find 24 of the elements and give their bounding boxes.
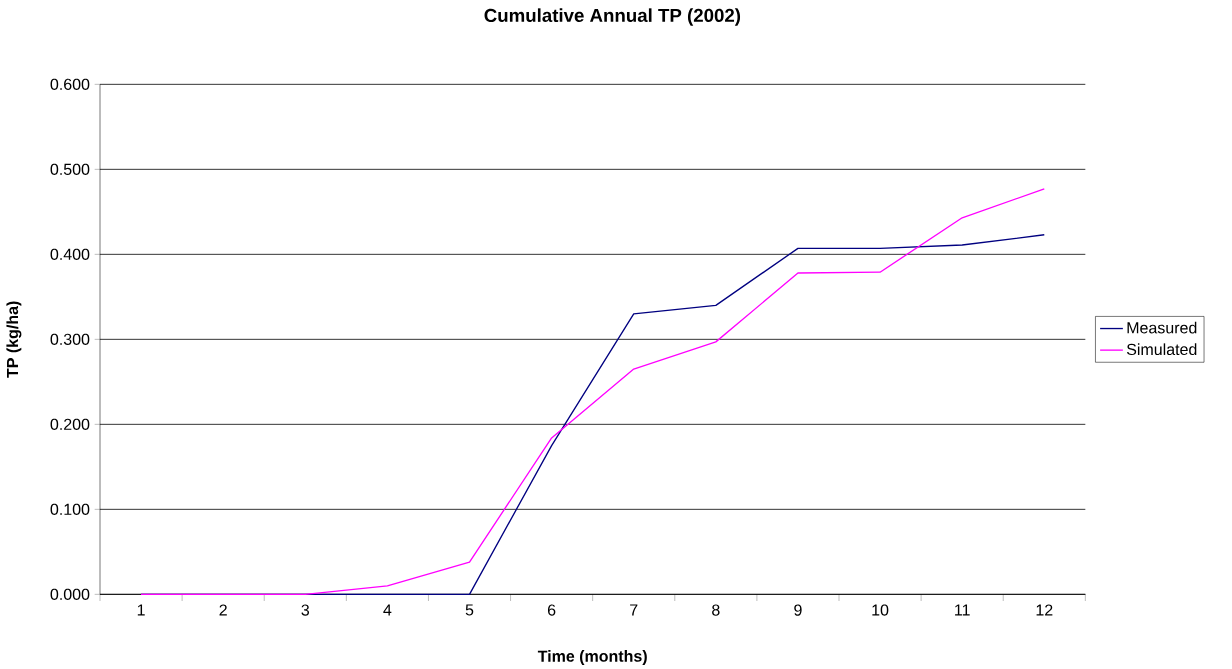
x-tick-label: 12 — [1036, 604, 1053, 616]
y-tick-label: 0.100 — [50, 503, 90, 515]
y-tick-label: 0.000 — [50, 588, 90, 600]
x-axis-title: Time (months) — [537, 650, 647, 665]
x-tick-label: 2 — [219, 604, 227, 616]
x-tick-label: 1 — [137, 604, 145, 616]
chart-title: Cumulative Annual TP (2002) — [484, 8, 741, 26]
x-tick-label: 6 — [547, 604, 556, 616]
x-tick-label: 9 — [794, 604, 802, 616]
x-tick-label: 4 — [383, 604, 392, 616]
y-tick-label: 0.300 — [50, 333, 90, 345]
legend-label: Measured — [1127, 321, 1197, 334]
x-tick-label: 5 — [465, 604, 474, 616]
x-tick-label: 10 — [872, 604, 889, 616]
legend-label: Simulated — [1126, 343, 1197, 356]
x-tick-label: 7 — [630, 604, 638, 616]
y-tick-label: 0.200 — [50, 418, 90, 430]
y-tick-label: 0.600 — [50, 78, 90, 90]
x-tick-label: 11 — [955, 604, 970, 616]
y-tick-label: 0.400 — [50, 248, 90, 260]
y-axis-title: TP (kg/ha) — [6, 301, 22, 378]
y-tick-label: 0.500 — [50, 163, 90, 175]
x-tick-label: 8 — [712, 604, 720, 616]
x-tick-label: 3 — [301, 604, 310, 616]
